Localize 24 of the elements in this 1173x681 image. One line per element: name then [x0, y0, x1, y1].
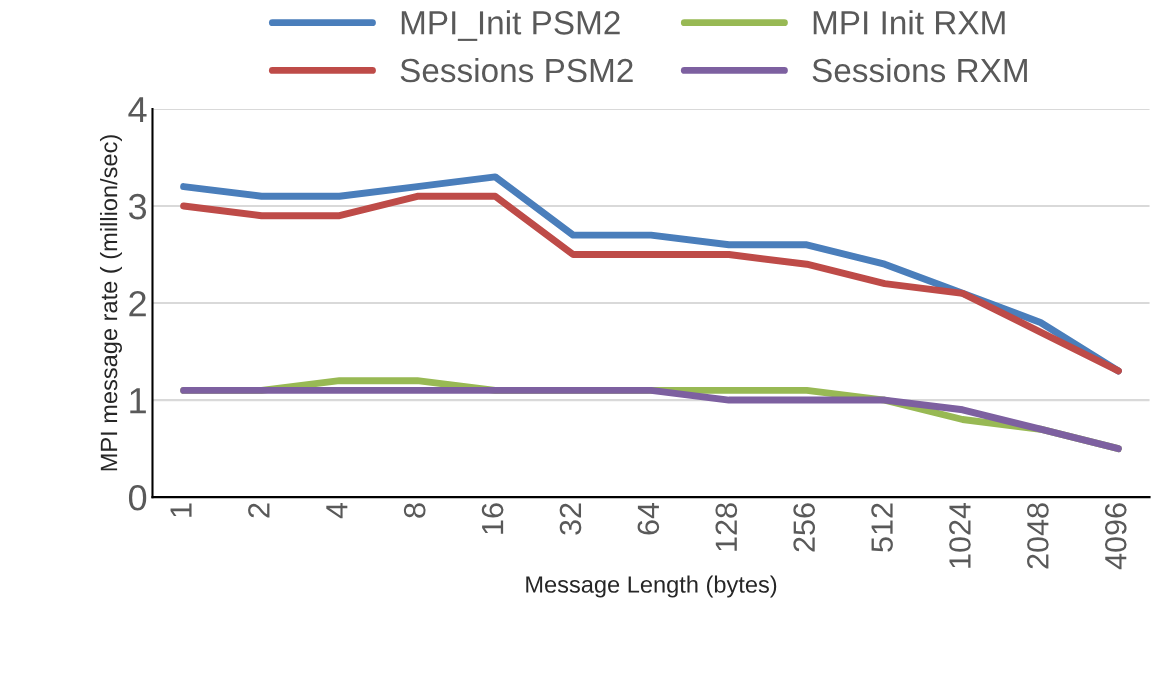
y-tick-label: 0 [128, 485, 147, 511]
x-tick-label: 128 [715, 503, 738, 551]
x-axis-title: Message Length (bytes) [526, 575, 777, 598]
y-tick-label: 3 [128, 193, 147, 220]
x-tick-label: 16 [481, 503, 504, 534]
legend-label: Sessions RXM [812, 57, 1027, 83]
y-tick-label: 4 [128, 97, 147, 123]
legend-label: MPI Init RXM [813, 10, 1005, 35]
x-tick-label: 64 [637, 502, 660, 535]
x-tick-label: 1 [170, 503, 192, 517]
legend-label: MPI_Init PSM2 [401, 10, 620, 41]
x-tick-label: 256 [793, 503, 816, 552]
x-tick-label: 8 [403, 503, 426, 518]
x-tick-label: 1024 [949, 502, 971, 568]
x-tick-label: 32 [559, 503, 582, 535]
x-tick-label: 2048 [1027, 503, 1049, 569]
x-tick-label: 512 [871, 503, 893, 552]
x-tick-label: 4 [326, 502, 348, 519]
x-tick-label: 2 [248, 503, 270, 518]
y-tick-label: 2 [129, 290, 146, 317]
y-axis-title: MPI message rate ( (million/sec) [99, 135, 122, 471]
legend-label: Sessions PSM2 [400, 57, 633, 83]
y-tick-label: 1 [130, 388, 146, 414]
x-tick-label: 4096 [1104, 503, 1127, 570]
